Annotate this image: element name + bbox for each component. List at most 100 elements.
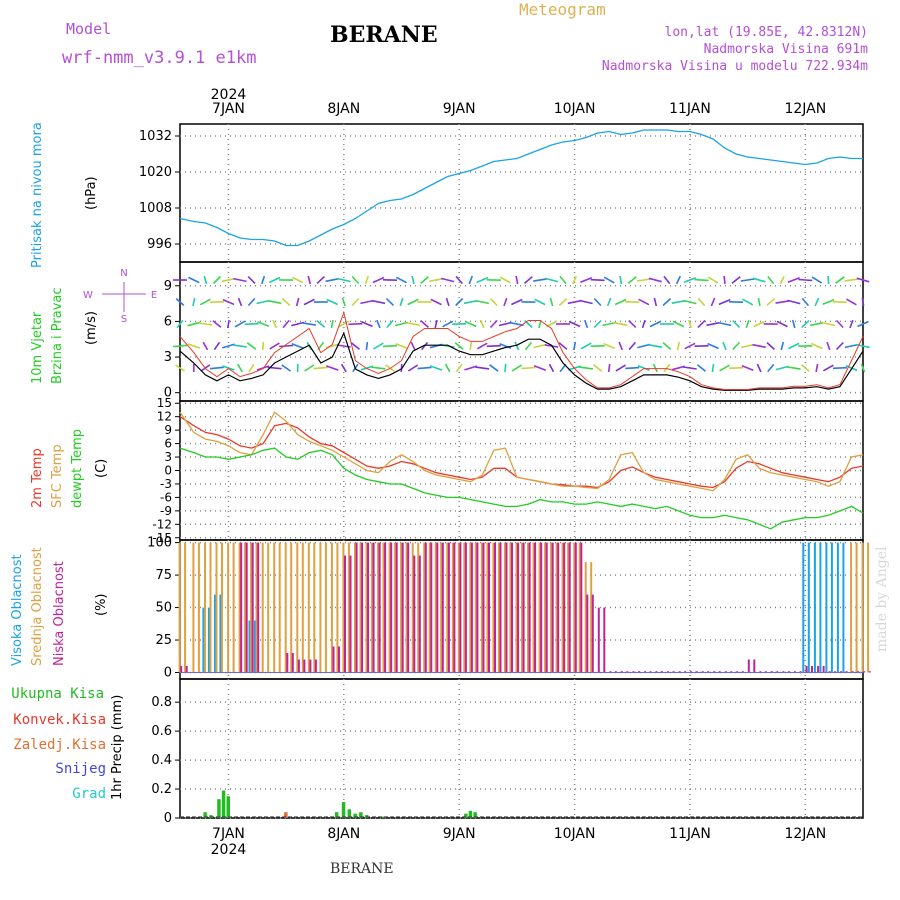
cloud-bar xyxy=(261,542,264,673)
wind-arrow xyxy=(371,299,386,305)
cloud-bar xyxy=(759,671,762,673)
wind-arrow xyxy=(740,278,755,282)
wind-arrow xyxy=(767,363,775,373)
y-tick-label: 1020 xyxy=(139,165,172,180)
wind-arrow xyxy=(395,342,408,350)
wind-arrow xyxy=(662,298,672,306)
legend-total-rain: Ukupna Kisa xyxy=(11,686,104,702)
wind-arrow xyxy=(175,298,185,306)
wind-arrow xyxy=(832,300,847,304)
wind-arrow xyxy=(788,342,800,350)
cloud-bar xyxy=(828,671,831,673)
cloud-bar xyxy=(413,555,416,673)
wind-arrow xyxy=(533,278,547,282)
y-tick-label: 0.6 xyxy=(151,724,172,739)
wind-arrow xyxy=(718,298,731,306)
wind-arrow xyxy=(627,276,637,284)
cloud-bar xyxy=(770,671,773,673)
wind-arrow xyxy=(671,300,686,304)
cloud-bar xyxy=(238,542,241,673)
cloud-bar xyxy=(718,671,721,673)
top-day-label: 10JAN xyxy=(554,101,596,117)
cloud-bar xyxy=(787,671,790,673)
cloud-bar xyxy=(863,671,866,673)
cloud-bar xyxy=(855,542,858,673)
cloud-bar xyxy=(836,542,839,673)
cloud-bar xyxy=(219,594,222,673)
wind-arrow xyxy=(420,320,429,328)
wind-arrow xyxy=(303,298,315,306)
cloud-bar xyxy=(291,653,294,673)
wind-arrow xyxy=(606,297,612,307)
wind-arrow xyxy=(272,319,278,329)
cloud-bar xyxy=(424,542,427,673)
cloud-bar xyxy=(451,542,454,673)
wind-arrow xyxy=(710,297,716,307)
cloud-bar xyxy=(517,542,520,673)
cloud-bar xyxy=(336,542,339,673)
temp-line-1 xyxy=(179,411,864,492)
wind-arrow xyxy=(717,321,732,327)
cloud-bar xyxy=(180,666,183,673)
precip-bar xyxy=(468,810,473,818)
legend-convective-rain: Konvek.Kisa xyxy=(13,712,106,728)
cloud-bar xyxy=(347,542,350,673)
wind-arrow xyxy=(199,298,211,306)
wind-arrow xyxy=(534,298,546,306)
wind-arrow xyxy=(441,277,455,283)
wind-arrow xyxy=(732,319,741,329)
wind-arrow xyxy=(348,322,363,326)
y-tick-label: 0.2 xyxy=(151,782,172,797)
cloud-bar xyxy=(557,542,560,673)
wind-arrow xyxy=(282,319,290,329)
cloud-bar xyxy=(842,542,845,673)
cloud-bar xyxy=(678,671,681,673)
wind-gust-line xyxy=(179,310,864,390)
panel-frame-precip xyxy=(179,678,864,819)
cloud-bar xyxy=(290,542,293,673)
cloud-bar xyxy=(511,542,513,673)
wind-arrow xyxy=(475,299,489,305)
cloud-bar xyxy=(813,542,816,673)
cloud-bar xyxy=(309,659,312,673)
precip-bar xyxy=(359,812,363,818)
y-tick-label: 3 xyxy=(164,450,172,464)
wind-arrow xyxy=(615,364,627,372)
wind-arrow xyxy=(486,344,501,348)
y-tick-label: 9 xyxy=(164,279,172,294)
cloud-bar xyxy=(868,671,871,673)
cloud-bar xyxy=(407,542,410,673)
wind-arrow xyxy=(455,275,463,285)
cloud-bar xyxy=(184,542,187,673)
cloud-bar xyxy=(590,562,593,673)
cloud-bar xyxy=(584,562,587,673)
cloud-bar xyxy=(342,542,345,673)
cloud-bar xyxy=(488,542,490,673)
cloud-bar xyxy=(436,542,439,673)
wind-arrow xyxy=(261,275,266,285)
cloud-bar xyxy=(372,542,375,673)
cloud-bar xyxy=(367,542,370,673)
cloud-bar xyxy=(401,542,404,673)
y-tick-label: 50 xyxy=(155,601,172,616)
wind-arrow xyxy=(798,278,813,282)
cloud-bar xyxy=(550,542,553,673)
meteogram-label: Meteogram xyxy=(519,0,606,19)
wind-arrow xyxy=(291,321,305,327)
cloud-bar xyxy=(802,542,805,673)
bottom-day-label: 8JAN xyxy=(327,826,360,842)
cloud-bar xyxy=(851,671,854,673)
wind-arrow xyxy=(234,320,246,328)
wind-arrow xyxy=(766,342,775,350)
bottom-year-label: 2024 xyxy=(211,842,247,858)
precip-bar xyxy=(334,812,339,818)
y-tick-label: 25 xyxy=(155,633,172,648)
wind-arrow xyxy=(676,341,681,351)
cloud-bar xyxy=(240,542,243,673)
y-tick-label: 75 xyxy=(155,568,172,583)
cloud-bar xyxy=(440,542,443,673)
wind-arrow xyxy=(822,364,834,372)
y-tick-label: 996 xyxy=(147,237,172,252)
cloud-bar xyxy=(794,671,796,673)
cloud-bar xyxy=(365,542,368,673)
